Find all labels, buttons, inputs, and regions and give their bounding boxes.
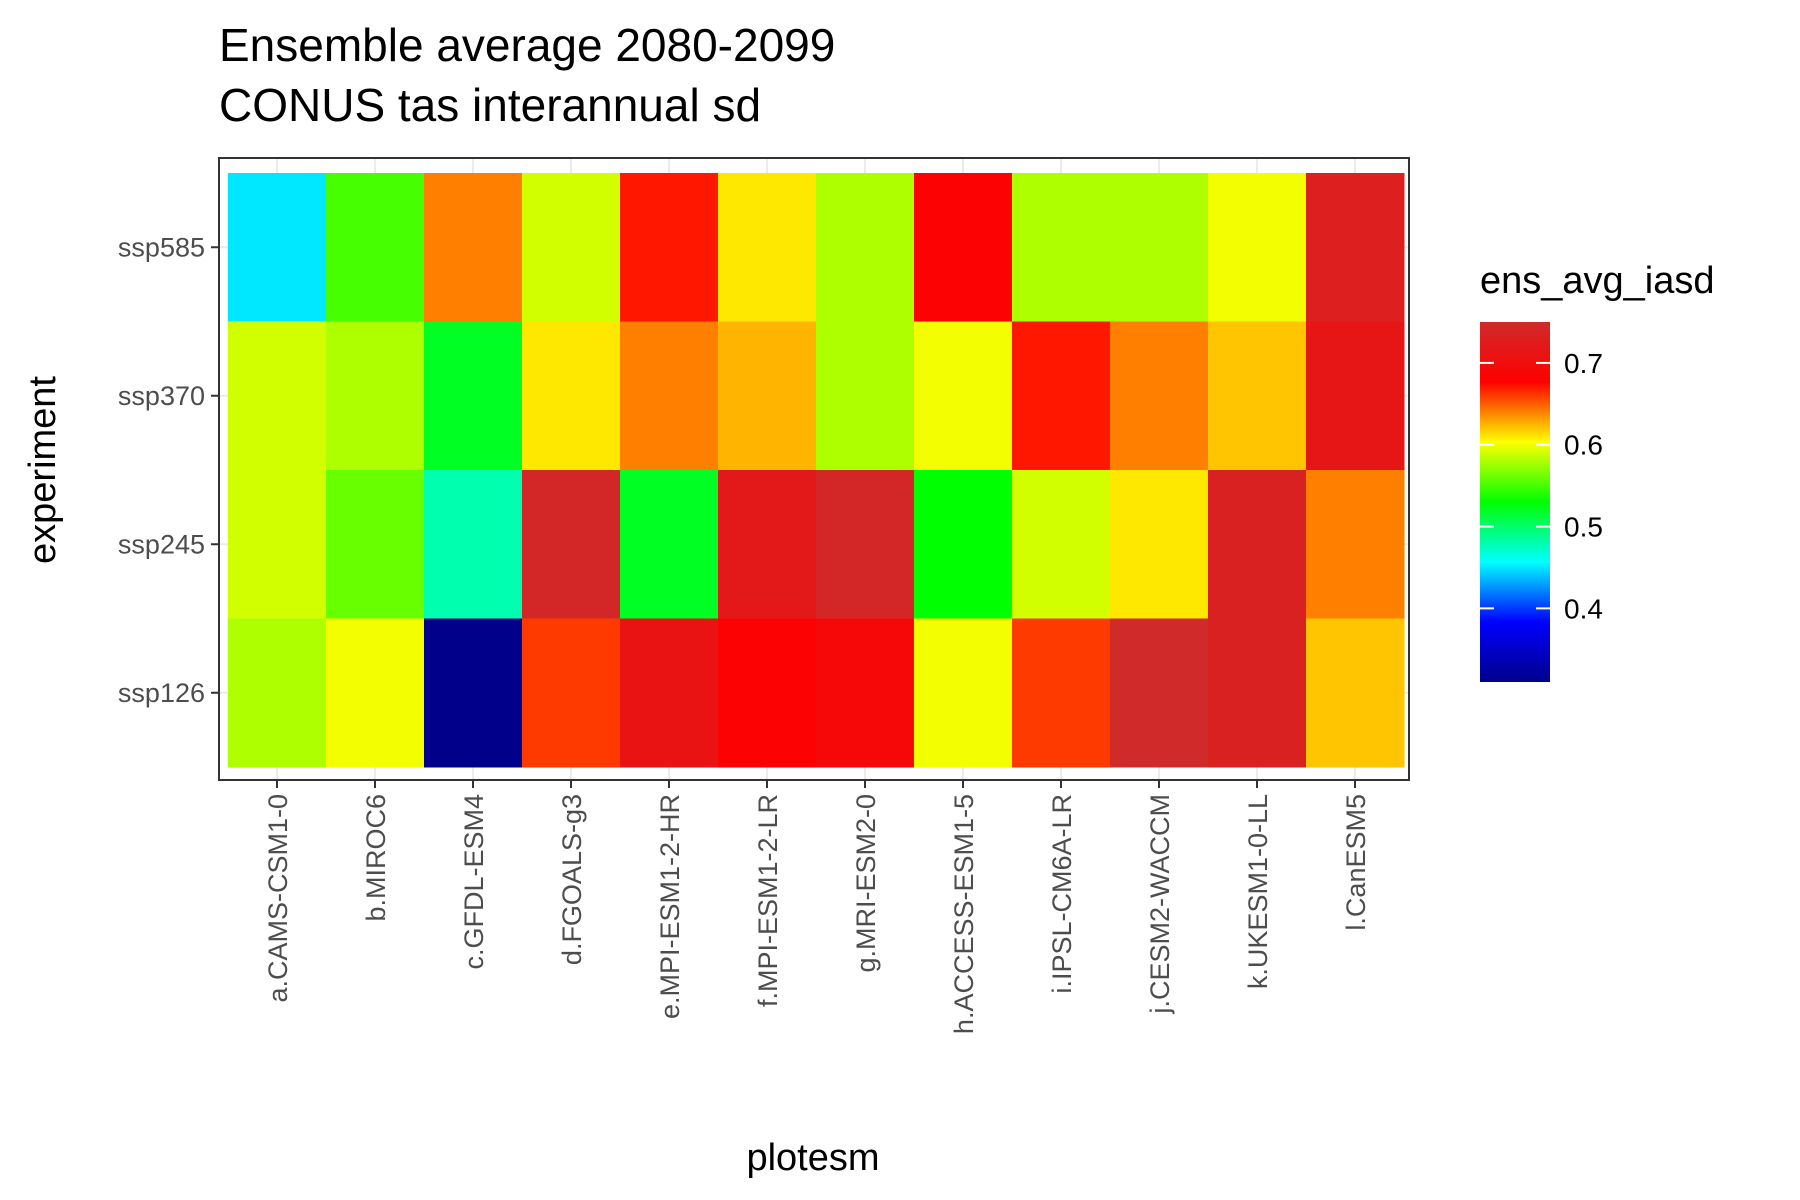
heatmap-cell-ssp245-f — [718, 470, 817, 619]
x-axis-title: plotesm — [746, 1137, 879, 1179]
heatmap-cell-ssp585-e — [620, 173, 719, 322]
heatmap-cell-ssp370-h — [914, 321, 1013, 471]
heatmap-cell-ssp370-a — [228, 321, 327, 471]
heatmap-cell-ssp585-g — [816, 173, 915, 322]
heatmap-cell-ssp585-l — [1306, 173, 1405, 322]
x-tick-label: i.IPSL-CM6A-LR — [1047, 794, 1077, 994]
heatmap-cell-ssp126-l — [1306, 618, 1405, 768]
heatmap-cell-ssp126-b — [326, 618, 425, 768]
y-tick-label: ssp585 — [118, 232, 205, 262]
legend-tick-label: 0.4 — [1564, 593, 1603, 624]
heatmap-cell-ssp245-h — [914, 470, 1013, 619]
chart-title-line-2: CONUS tas interannual sd — [219, 79, 761, 131]
y-tick-label: ssp245 — [118, 529, 205, 559]
heatmap-cell-ssp585-c — [424, 173, 523, 322]
heatmap-cell-ssp245-c — [424, 470, 523, 619]
heatmap-cell-ssp126-g — [816, 618, 915, 768]
heatmap-cell-ssp585-d — [522, 173, 621, 322]
heatmap-cell-ssp245-l — [1306, 470, 1405, 619]
heatmap-cell-ssp585-i — [1012, 173, 1111, 322]
heatmap-cell-ssp370-b — [326, 321, 425, 471]
heatmap-cell-ssp126-f — [718, 618, 817, 768]
legend-tick-label: 0.7 — [1564, 348, 1603, 379]
heatmap-cell-ssp245-j — [1110, 470, 1209, 619]
panel-border — [218, 157, 1410, 781]
heatmap-cell-ssp370-c — [424, 321, 523, 471]
x-tick-label: b.MIROC6 — [361, 794, 391, 922]
legend-tick-label: 0.6 — [1564, 430, 1603, 461]
heatmap-cell-ssp245-k — [1208, 470, 1307, 619]
legend-ticks: 0.4 0.5 0.6 0.7 — [1480, 348, 1603, 624]
heatmap-cell-ssp126-d — [522, 618, 621, 768]
heatmap-cell-ssp585-f — [718, 173, 817, 322]
heatmap-cell-ssp370-d — [522, 321, 621, 471]
x-tick-label: c.GFDL-ESM4 — [459, 794, 489, 970]
heatmap-cell-ssp126-c — [424, 618, 523, 768]
heatmap-cell-ssp126-a — [228, 618, 327, 768]
y-axis-title: experiment — [22, 376, 64, 564]
heatmap-cell-ssp370-i — [1012, 321, 1111, 471]
heatmap-cell-ssp245-e — [620, 470, 719, 619]
x-tick-label: e.MPI-ESM1-2-HR — [655, 794, 685, 1019]
heatmap-cell-ssp585-b — [326, 173, 425, 322]
heatmap-cell-ssp245-g — [816, 470, 915, 619]
heatmap-cell-ssp585-k — [1208, 173, 1307, 322]
heatmap-cell-ssp126-k — [1208, 618, 1307, 768]
legend-title: ens_avg_iasd — [1480, 260, 1715, 302]
heatmap-cell-ssp245-a — [228, 470, 327, 619]
x-tick-label: h.ACCESS-ESM1-5 — [949, 794, 979, 1034]
legend-tick-label: 0.5 — [1564, 512, 1603, 543]
heatmap-cell-ssp585-a — [228, 173, 327, 322]
heatmap-cell-ssp126-e — [620, 618, 719, 768]
y-tick-label: ssp370 — [118, 381, 205, 411]
y-tick-label: ssp126 — [118, 678, 205, 708]
x-tick-label: g.MRI-ESM2-0 — [851, 794, 881, 973]
heatmap-cell-ssp370-g — [816, 321, 915, 471]
heatmap-cell-ssp126-i — [1012, 618, 1111, 768]
heatmap-cell-ssp370-l — [1306, 321, 1405, 471]
x-tick-label: a.CAMS-CSM1-0 — [263, 794, 293, 1003]
heatmap-cell-ssp245-i — [1012, 470, 1111, 619]
legend-colorbar — [1480, 322, 1550, 682]
heatmap-cell-ssp245-d — [522, 470, 621, 619]
heatmap-cell-ssp370-k — [1208, 321, 1307, 471]
heatmap-cell-ssp370-f — [718, 321, 817, 471]
chart-title-line-1: Ensemble average 2080-2099 — [219, 19, 835, 71]
x-tick-label: j.CESM2-WACCM — [1145, 794, 1175, 1015]
heatmap-cell-ssp585-j — [1110, 173, 1209, 322]
x-tick-label: d.FGOALS-g3 — [557, 794, 587, 965]
x-tick-label: f.MPI-ESM1-2-LR — [753, 794, 783, 1007]
y-axis: ssp585 ssp370 ssp245 ssp126 — [118, 232, 219, 708]
x-axis: a.CAMS-CSM1-0 b.MIROC6 c.GFDL-ESM4 d.FGOALS… — [263, 780, 1371, 1034]
heatmap-cell-ssp370-j — [1110, 321, 1209, 471]
plot-panel — [218, 157, 1410, 781]
legend: ens_avg_iasd 0.4 0.5 0.6 0.7 — [1480, 260, 1715, 682]
heatmap-cell-ssp126-j — [1110, 618, 1209, 768]
heatmap-cell-ssp245-b — [326, 470, 425, 619]
heatmap-cell-ssp585-h — [914, 173, 1013, 322]
heatmap-cell-ssp370-e — [620, 321, 719, 471]
heatmap-cell-ssp126-h — [914, 618, 1013, 768]
x-tick-label: k.UKESM1-0-LL — [1243, 794, 1273, 989]
x-tick-label: l.CanESM5 — [1341, 794, 1371, 931]
